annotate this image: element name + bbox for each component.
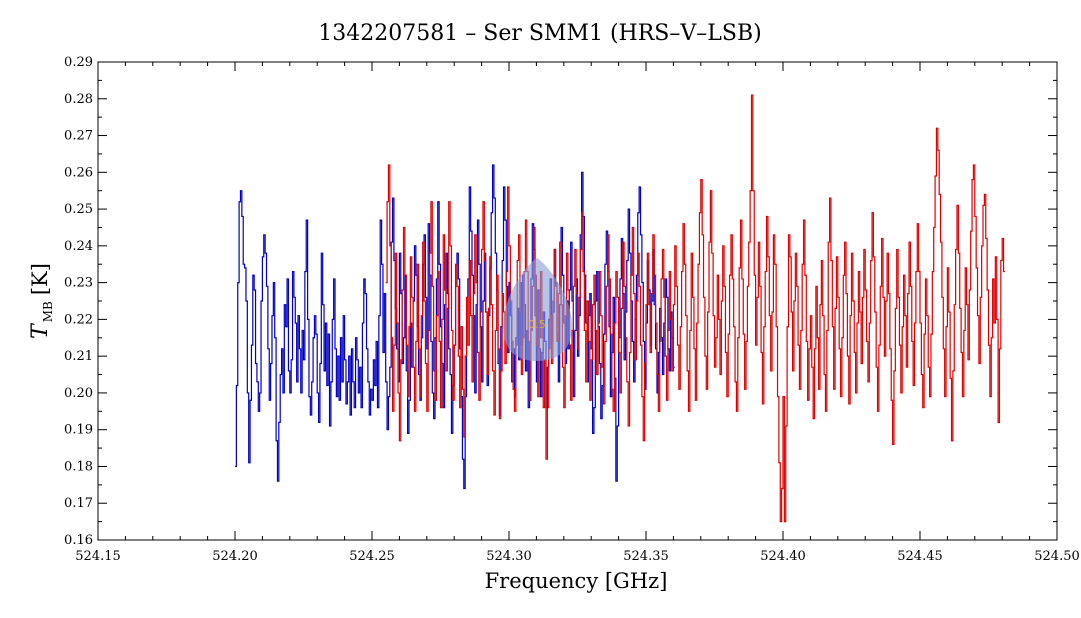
y-tick-label: 0.27 — [64, 129, 93, 144]
svg-text:TMB[K]: TMB [K] — [28, 263, 55, 339]
y-tick-label: 0.22 — [64, 312, 93, 327]
x-tick-label: 524.45 — [897, 549, 943, 564]
series-line-2 — [385, 94, 1005, 523]
y-axis-label-symbol: T — [28, 322, 53, 339]
chart-title: 1342207581 – Ser SMM1 (HRS–V–LSB) — [318, 21, 761, 46]
x-tick-label: 524.50 — [1034, 549, 1080, 564]
y-tick-label: 0.26 — [64, 165, 93, 180]
y-tick-label: 0.25 — [64, 202, 93, 217]
x-tick-label: 524.40 — [760, 549, 806, 564]
highlight-label: 0.5 — [528, 318, 546, 331]
x-tick-label: 524.15 — [75, 549, 121, 564]
y-axis-label-unit: [K] — [28, 263, 52, 295]
x-tick-label: 524.25 — [349, 549, 395, 564]
y-tick-label: 0.16 — [64, 533, 93, 548]
y-tick-label: 0.20 — [64, 386, 93, 401]
y-axis: 0.16 0.17 0.18 0.19 0.20 0.21 0.22 0.23 0.24 0.25… — [64, 55, 1057, 548]
x-axis-label: Frequency [GHz] — [485, 569, 668, 593]
series-line-1 — [235, 164, 675, 490]
y-tick-label: 0.18 — [64, 459, 93, 474]
y-axis-label: TMB [K] — [28, 263, 55, 339]
plot-area: 0.5 — [97, 61, 1058, 541]
y-tick-label: 0.21 — [64, 349, 93, 364]
highlight-blob — [503, 258, 572, 361]
x-axis: 524.15 524.20 524.25 524.30 524.35 524.40 524.… — [75, 62, 1080, 564]
series-layer — [235, 94, 1005, 523]
x-tick-label: 524.30 — [486, 549, 532, 564]
highlight-overlay: 0.5 — [503, 258, 572, 361]
x-tick-label: 524.35 — [623, 549, 669, 564]
y-axis-label-subscript: MB — [41, 301, 55, 322]
y-tick-label: 0.29 — [64, 55, 93, 70]
x-tick-label: 524.20 — [212, 549, 258, 564]
y-tick-label: 0.24 — [64, 239, 93, 254]
y-tick-label: 0.28 — [64, 92, 93, 107]
y-tick-label: 0.19 — [64, 423, 93, 438]
y-tick-label: 0.23 — [64, 276, 93, 291]
y-tick-label: 0.17 — [64, 496, 93, 511]
